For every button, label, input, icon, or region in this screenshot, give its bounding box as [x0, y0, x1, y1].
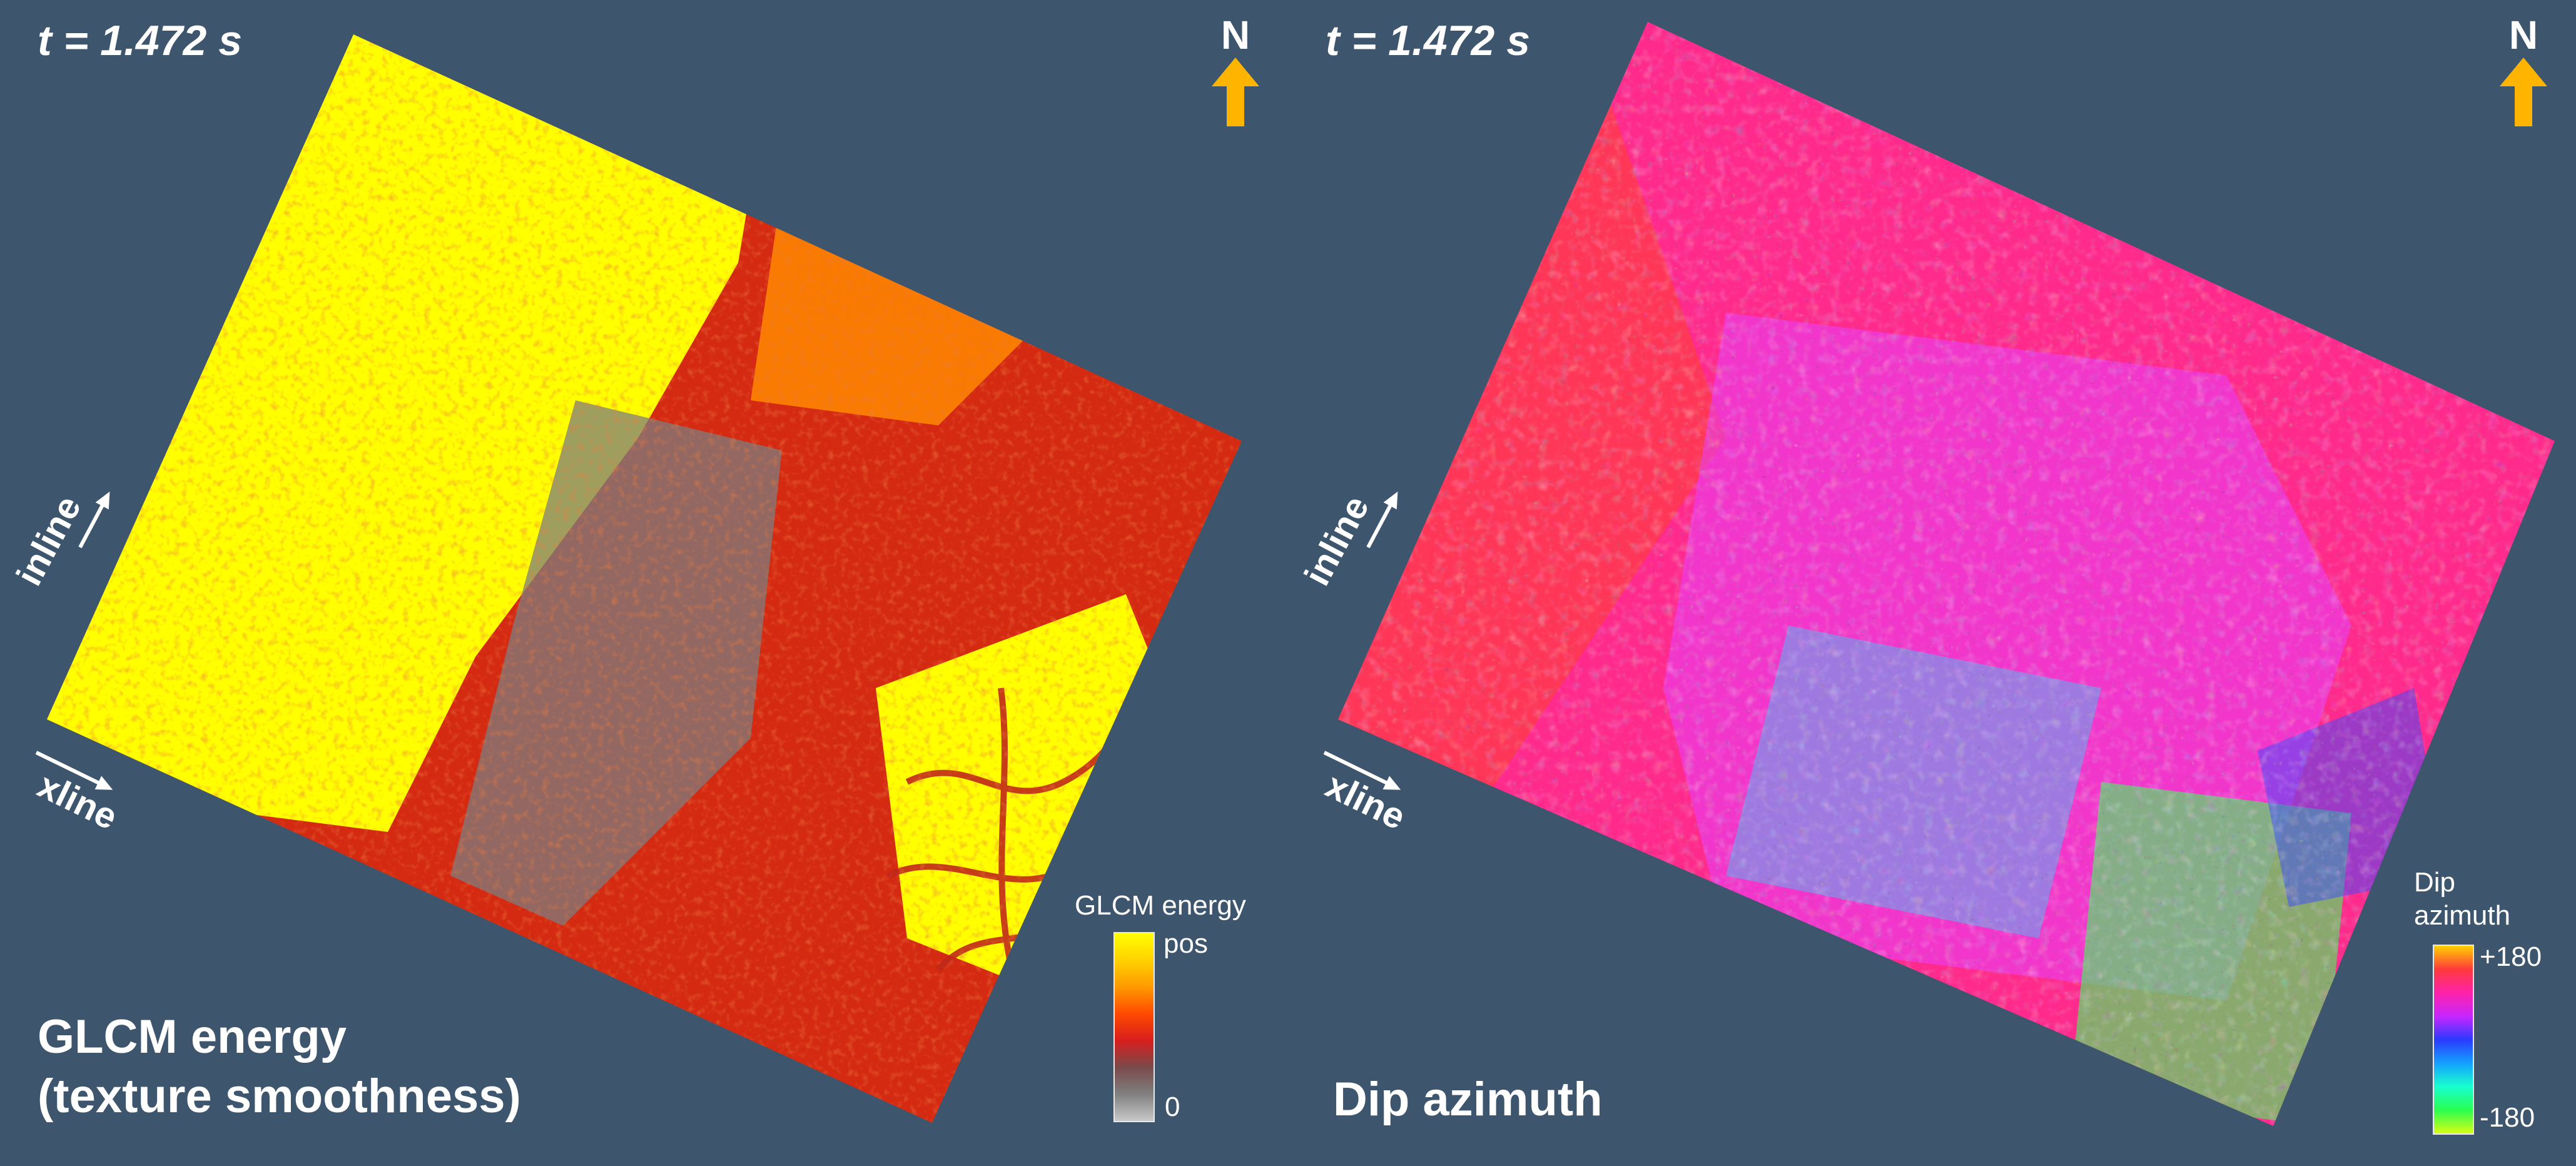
glcm-energy-map — [47, 34, 1242, 1123]
colorbar-max-label: pos — [1164, 928, 1208, 959]
colorbar-title: GLCM energy — [1075, 890, 1246, 921]
colorbar-title-line1: Dip — [2414, 867, 2456, 898]
glcm-energy-panel: t = 1.472 s N inline xline GLCM energy (… — [0, 0, 1288, 1166]
dip-azimuth-panel: t = 1.472 s N inline xline Dip azimuth D… — [1288, 0, 2576, 1166]
colorbar-max-label: +180 — [2480, 941, 2542, 972]
north-label: N — [1220, 13, 1250, 58]
north-indicator: N — [2489, 15, 2558, 126]
north-arrow-icon — [2500, 58, 2547, 126]
panel-title: GLCM energy (texture smoothness) — [38, 1007, 521, 1126]
panel-title-line1: GLCM energy — [38, 1010, 347, 1063]
colorbar-title-line2: azimuth — [2414, 900, 2511, 931]
map-texture-fine — [1338, 22, 2555, 1126]
glcm-colorbar — [1113, 932, 1155, 1122]
time-label: t = 1.472 s — [38, 17, 243, 64]
north-indicator: N — [1201, 15, 1270, 126]
colorbar-title: Dip azimuth — [2414, 866, 2510, 933]
north-label: N — [2508, 13, 2538, 58]
panel-title-line2: (texture smoothness) — [38, 1070, 521, 1123]
panel-title: Dip azimuth — [1333, 1073, 1603, 1126]
dip-azimuth-colorbar — [2433, 945, 2474, 1135]
time-label: t = 1.472 s — [1326, 17, 1531, 64]
map-texture — [47, 34, 1242, 1123]
colorbar-min-label: 0 — [1165, 1092, 1180, 1122]
dip-azimuth-map — [1338, 22, 2555, 1126]
colorbar-min-label: -180 — [2480, 1102, 2535, 1133]
north-arrow-icon — [1212, 58, 1259, 126]
